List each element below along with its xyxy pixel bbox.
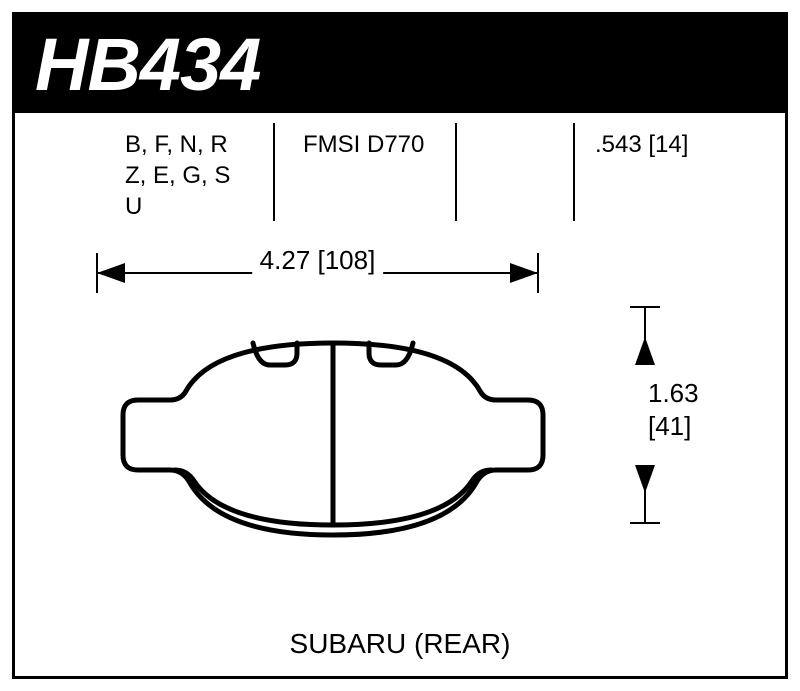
compound-line-1: B, F, N, R [125, 129, 230, 160]
height-mm: [41] [648, 410, 699, 443]
height-inches: 1.63 [648, 377, 699, 410]
width-dimension: 4.27 [108] [95, 253, 540, 293]
width-value: 4.27 [108] [252, 245, 384, 276]
compound-line-2: Z, E, G, S [125, 160, 230, 191]
thickness-label: .543 [14] [595, 129, 688, 160]
part-number: HB434 [35, 22, 260, 107]
divider-2 [455, 123, 457, 221]
info-row: B, F, N, R Z, E, G, S U FMSI D770 .543 [… [15, 123, 785, 213]
compound-line-3: U [125, 191, 230, 222]
compound-codes: B, F, N, R Z, E, G, S U [125, 129, 230, 223]
divider-1 [273, 123, 275, 221]
diagram-frame: HB434 B, F, N, R Z, E, G, S U FMSI D770 … [12, 12, 788, 679]
divider-3 [573, 123, 575, 221]
fmsi-label: FMSI D770 [303, 129, 424, 160]
height-dimension: 1.63 [41] [630, 305, 750, 525]
application-label: SUBARU (REAR) [15, 628, 785, 660]
height-value: 1.63 [41] [648, 377, 699, 442]
brake-pad-outline [75, 325, 615, 555]
title-bar: HB434 [15, 15, 785, 113]
